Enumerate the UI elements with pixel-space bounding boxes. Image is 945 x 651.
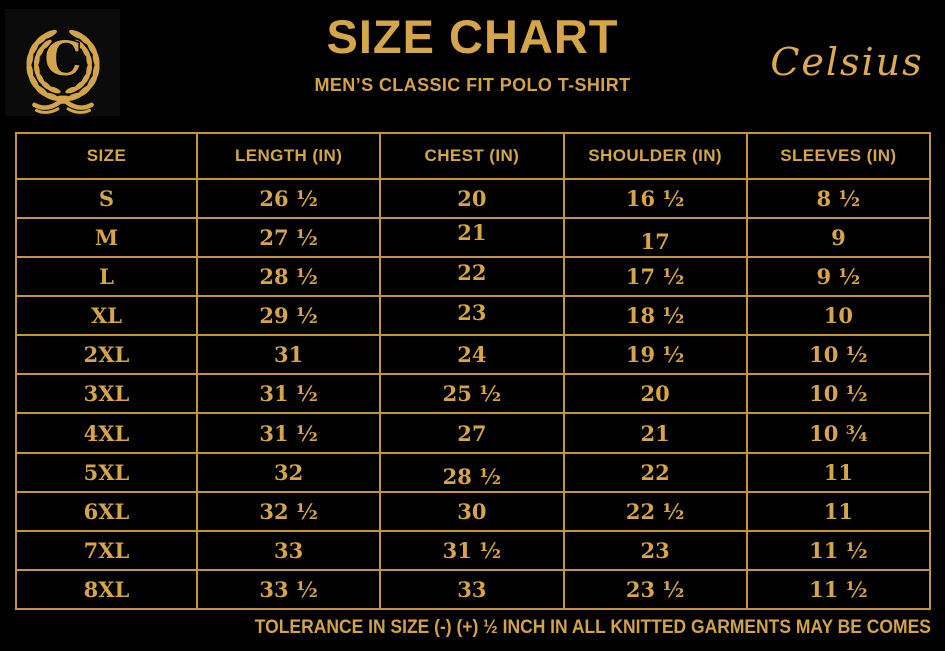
length-cell: 33 ½ [195, 568, 382, 611]
chest-cell: 23 [379, 295, 565, 337]
page-subtitle: MEN’S CLASSIC FIT POLO T-SHIRT [314, 75, 631, 95]
column-header-chest: CHEST (IN) [379, 132, 565, 180]
chest-cell: 20 [379, 177, 565, 220]
size-cell: 2XL [15, 334, 198, 376]
table-row: 5XL 32 28 ½ 22 11 [15, 451, 932, 493]
chest-cell: 21 [379, 217, 565, 259]
chest-cell: 24 [379, 334, 565, 376]
tolerance-note: TOLERANCE IN SIZE (-) (+) ½ INCH IN ALL … [254, 617, 931, 638]
size-cell: 3XL [15, 373, 198, 415]
size-cell: 4XL [15, 412, 198, 454]
shoulder-cell: 23 [562, 529, 748, 571]
chest-cell: 28 ½ [379, 451, 565, 493]
sleeves-cell: 10 ½ [745, 334, 932, 376]
chest-cell: 22 [379, 256, 565, 298]
size-cell: 7XL [15, 529, 198, 571]
length-cell: 29 ½ [195, 295, 382, 337]
shoulder-cell: 16 ½ [562, 177, 748, 220]
sleeves-cell: 10 ½ [745, 373, 932, 415]
size-cell: L [15, 256, 198, 298]
table-header-row: SIZE LENGTH (IN) CHEST (IN) SHOULDER (IN… [15, 132, 932, 180]
length-cell: 26 ½ [195, 177, 382, 220]
sleeves-cell: 11 ½ [745, 568, 932, 611]
size-cell: 5XL [15, 451, 198, 493]
sleeves-cell: 9 [745, 217, 932, 259]
sleeves-cell: 11 [745, 490, 932, 532]
length-cell: 32 [195, 451, 382, 493]
table-row: 6XL 32 ½ 30 22 ½ 11 [15, 490, 932, 532]
table-row: S 26 ½ 20 16 ½ 8 ½ [15, 177, 932, 220]
column-header-shoulder: SHOULDER (IN) [562, 132, 748, 180]
column-header-size: SIZE [15, 132, 198, 180]
sleeves-cell: 8 ½ [745, 177, 932, 220]
chest-cell: 27 [379, 412, 565, 454]
table-row: 2XL 31 24 19 ½ 10 ½ [15, 334, 932, 376]
laurel-wreath-icon: C [25, 29, 100, 114]
size-table: SIZE LENGTH (IN) CHEST (IN) SHOULDER (IN… [15, 132, 932, 611]
shoulder-cell: 23 ½ [562, 568, 748, 611]
table-row: 7XL 33 31 ½ 23 11 ½ [15, 529, 932, 571]
length-cell: 31 [195, 334, 382, 376]
table-row: 4XL 31 ½ 27 21 10 ¾ [15, 412, 932, 454]
shoulder-cell: 20 [562, 373, 748, 415]
length-cell: 33 [195, 529, 382, 571]
sleeves-cell: 11 [745, 451, 932, 493]
size-cell: XL [15, 295, 198, 337]
sleeves-cell: 10 ¾ [745, 412, 932, 454]
table-row: L 28 ½ 22 17 ½ 9 ½ [15, 256, 932, 298]
size-cell: S [15, 177, 198, 220]
length-cell: 32 ½ [195, 490, 382, 532]
chest-cell: 30 [379, 490, 565, 532]
size-cell: 8XL [15, 568, 198, 611]
shoulder-cell: 21 [562, 412, 748, 454]
length-cell: 27 ½ [195, 217, 382, 259]
length-cell: 28 ½ [195, 256, 382, 298]
sleeves-cell: 10 [745, 295, 932, 337]
shoulder-cell: 19 ½ [562, 334, 748, 376]
size-cell: 6XL [15, 490, 198, 532]
shoulder-cell: 22 ½ [562, 490, 748, 532]
column-header-length: LENGTH (IN) [195, 132, 382, 180]
sleeves-cell: 11 ½ [745, 529, 932, 571]
shoulder-cell: 18 ½ [562, 295, 748, 337]
length-cell: 31 ½ [195, 412, 382, 454]
logo-letter: C [44, 32, 81, 87]
chest-cell: 31 ½ [379, 529, 565, 571]
table-row: 8XL 33 ½ 33 23 ½ 11 ½ [15, 568, 932, 611]
shoulder-cell: 17 [562, 217, 748, 259]
table-row: M 27 ½ 21 17 9 [15, 217, 932, 259]
brand-logo: C [5, 9, 120, 116]
size-cell: M [15, 217, 198, 259]
chest-cell: 33 [379, 568, 565, 611]
brand-wordmark: Celsius [770, 40, 924, 84]
page-title: SIZE CHART [326, 10, 619, 63]
length-cell: 31 ½ [195, 373, 382, 415]
chest-cell: 25 ½ [379, 373, 565, 415]
sleeves-cell: 9 ½ [745, 256, 932, 298]
column-header-sleeves: SLEEVES (IN) [745, 132, 932, 180]
table-row: 3XL 31 ½ 25 ½ 20 10 ½ [15, 373, 932, 415]
header: SIZE CHART MEN’S CLASSIC FIT POLO T-SHIR… [200, 13, 745, 96]
table-row: XL 29 ½ 23 18 ½ 10 [15, 295, 932, 337]
shoulder-cell: 17 ½ [562, 256, 748, 298]
shoulder-cell: 22 [562, 451, 748, 493]
